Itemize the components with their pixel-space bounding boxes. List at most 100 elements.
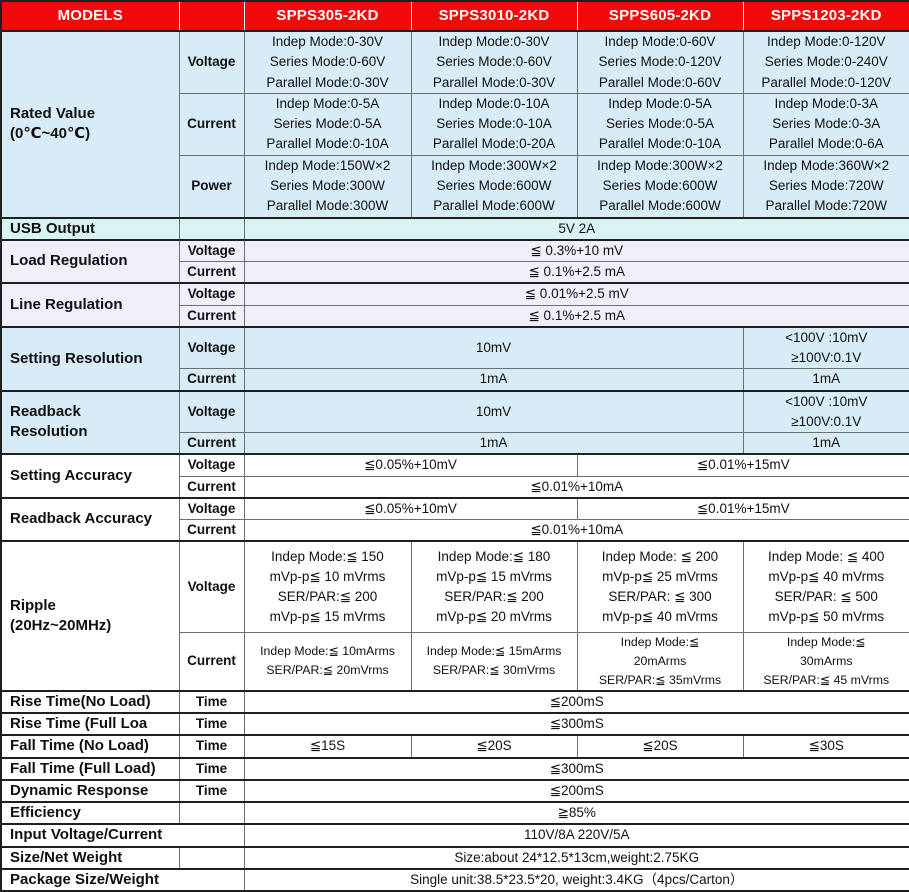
spec-cell: ≦0.05%+10mV — [243, 496, 578, 520]
spec-cell: Indep Mode:0-120V Series Mode:0-240V Paral… — [742, 29, 909, 94]
spec-cell: Indep Mode:0-5A Series Mode:0-5A Parallel … — [576, 92, 744, 156]
param-label: Power — [178, 154, 245, 219]
param-label: Voltage — [178, 282, 245, 306]
spec-cell: ≦300mS — [243, 756, 909, 781]
spec-cell: ≦200mS — [243, 689, 909, 714]
spec-cell: Indep Mode:≦ 20mArms SER/PAR:≦ 35mVrms — [576, 631, 744, 692]
setting-resolution-voltage-row: Setting Resolution Voltage 10mV <100V :1… — [0, 325, 909, 391]
spec-cell: 1mA — [243, 368, 744, 391]
spec-cell: ≦0.01%+10mA — [243, 519, 909, 542]
efficiency-row: Efficiency ≧85% — [0, 801, 909, 825]
spec-cell: ≦0.01%+10mA — [243, 475, 909, 499]
param-label: Time — [178, 778, 245, 803]
spec-cell: Indep Mode:0-60V Series Mode:0-120V Parall… — [576, 29, 744, 94]
package-size-weight-label: Package Size/Weight — [0, 867, 245, 892]
size-net-weight-row: Size/Net Weight Size:about 24*12.5*13cm,… — [0, 845, 909, 870]
setting-resolution-current-row: Current 1mA 1mA — [1, 368, 909, 391]
rise-time-full-load-row: Rise Time (Full Loa Time ≦300mS — [0, 712, 909, 736]
spec-cell: ≦200mS — [243, 778, 909, 803]
load-regulation-label: Load Regulation — [0, 238, 180, 284]
readback-resolution-current-row: Current 1mA 1mA — [1, 432, 909, 455]
spec-cell: Indep Mode:0-10A Series Mode:0-10A Paralle… — [410, 92, 578, 156]
param-label: Voltage — [178, 325, 245, 370]
spec-cell: ≧85% — [243, 801, 909, 825]
spec-cell: 1mA — [742, 432, 909, 455]
spec-cell: Indep Mode:0-30V Series Mode:0-60V Paralle… — [243, 29, 412, 94]
param-label: Current — [178, 304, 245, 328]
spec-cell: ≦20S — [410, 734, 578, 759]
spec-cell: ≦300mS — [243, 712, 909, 736]
spec-cell: ≦15S — [243, 734, 412, 759]
dynamic-response-row: Dynamic Response Time ≦200mS — [0, 778, 909, 803]
spec-cell: <100V :10mV ≥100V:0.1V — [742, 325, 909, 370]
spec-cell: ≦ 0.01%+2.5 mV — [243, 282, 909, 306]
empty-param-cell — [178, 801, 245, 825]
rated-voltage-row: Rated Value (0℃~40℃) Voltage Indep Mode:… — [0, 29, 909, 218]
spec-cell: ≦ 0.1%+2.5 mA — [243, 261, 909, 284]
param-label: Current — [178, 631, 245, 692]
spec-cell: Indep Mode:150W×2 Series Mode:300W Paralle… — [243, 154, 412, 219]
readback-resolution-label: Readback Resolution — [0, 389, 180, 455]
spec-cell: 110V/8A 220V/5A — [243, 823, 909, 848]
spec-cell: Indep Mode:0-3A Series Mode:0-3A Parallel … — [742, 92, 909, 156]
spec-cell: 10mV — [243, 389, 744, 433]
fall-time-full-load-label: Fall Time (Full Load) — [0, 756, 180, 781]
param-label: Current — [178, 92, 245, 156]
empty-param-cell — [178, 216, 245, 241]
spec-cell: Indep Mode:0-30V Series Mode:0-60V Paralle… — [410, 29, 578, 94]
param-label: Voltage — [178, 540, 245, 633]
spec-cell: Indep Mode:≦ 10mArms SER/PAR:≦ 20mVrms — [243, 631, 412, 692]
param-label: Voltage — [178, 496, 245, 520]
size-net-weight-label: Size/Net Weight — [0, 845, 180, 870]
param-label: Current — [178, 368, 245, 391]
model-column-header: SPPS3010-2KD — [410, 1, 578, 32]
spec-cell: Indep Mode: ≦ 200 mVp-p≦ 25 mVrms SER/PAR:… — [576, 540, 744, 633]
spec-cell: ≦30S — [742, 734, 909, 759]
ripple-current-row: Current Indep Mode:≦ 10mArms SER/PAR:≦ 20… — [1, 631, 909, 692]
param-label: Current — [178, 475, 245, 499]
fall-time-full-load-row: Fall Time (Full Load) Time ≦300mS — [0, 756, 909, 781]
param-label: Current — [178, 261, 245, 284]
rated-current-row: Current Indep Mode:0-5A Series Mode:0-5A P… — [1, 92, 909, 156]
line-regulation-current-row: Current ≦ 0.1%+2.5 mA — [1, 304, 909, 328]
fall-time-no-load-label: Fall Time (No Load) — [0, 734, 180, 759]
readback-resolution-voltage-row: Readback Resolution Voltage 10mV <100V :… — [0, 389, 909, 455]
param-label: Time — [178, 734, 245, 759]
input-voltage-current-label: Input Voltage/Current — [0, 823, 245, 848]
param-label: Current — [178, 519, 245, 542]
spec-cell: ≦0.01%+15mV — [576, 496, 909, 520]
load-regulation-current-row: Current ≦ 0.1%+2.5 mA — [1, 261, 909, 284]
empty-param-cell — [178, 845, 245, 870]
spec-cell: Indep Mode:≦ 150 mVp-p≦ 10 mVrms SER/PAR:≦… — [243, 540, 412, 633]
spec-cell: ≦20S — [576, 734, 744, 759]
input-voltage-current-row: Input Voltage/Current 110V/8A 220V/5A — [0, 823, 909, 848]
model-column-header: SPPS1203-2KD — [742, 1, 909, 32]
spec-cell: Indep Mode:≦ 15mArms SER/PAR:≦ 30mVrms — [410, 631, 578, 692]
setting-resolution-label: Setting Resolution — [0, 325, 180, 391]
spec-cell: 1mA — [742, 368, 909, 391]
spec-cell: Indep Mode:360W×2 Series Mode:720W Paralle… — [742, 154, 909, 219]
spec-cell: Indep Mode:300W×2 Series Mode:600W Paralle… — [576, 154, 744, 219]
models-header: MODELS — [0, 1, 180, 32]
model-column-header: SPPS305-2KD — [243, 1, 412, 32]
spec-cell: Indep Mode:300W×2 Series Mode:600W Paralle… — [410, 154, 578, 219]
load-regulation-voltage-row: Load Regulation Voltage ≦ 0.3%+10 mV — [0, 238, 909, 284]
spec-cell: Indep Mode:≦ 30mArms SER/PAR:≦ 45 mVrms — [742, 631, 909, 692]
header-empty-cell — [178, 1, 245, 32]
setting-accuracy-voltage-row: Setting Accuracy Voltage ≦0.05%+10mV ≦0.… — [0, 453, 909, 499]
ripple-label: Ripple (20Hz~20MHz) — [0, 540, 180, 692]
param-label: Voltage — [178, 29, 245, 94]
spec-cell: ≦ 0.3%+10 mV — [243, 238, 909, 262]
spec-cell: Indep Mode: ≦ 400 mVp-p≦ 40 mVrms SER/PAR:… — [742, 540, 909, 633]
rise-time-no-load-row: Rise Time(No Load) Time ≦200mS — [0, 689, 909, 714]
spec-cell: 1mA — [243, 432, 744, 455]
spec-cell: ≦ 0.1%+2.5 mA — [243, 304, 909, 328]
readback-accuracy-label: Readback Accuracy — [0, 496, 180, 542]
rise-time-no-load-label: Rise Time(No Load) — [0, 689, 180, 714]
readback-accuracy-voltage-row: Readback Accuracy Voltage ≦0.05%+10mV ≦0… — [0, 496, 909, 542]
param-label: Time — [178, 712, 245, 736]
setting-accuracy-label: Setting Accuracy — [0, 453, 180, 499]
usb-output-label: USB Output — [0, 216, 180, 241]
dynamic-response-label: Dynamic Response — [0, 778, 180, 803]
